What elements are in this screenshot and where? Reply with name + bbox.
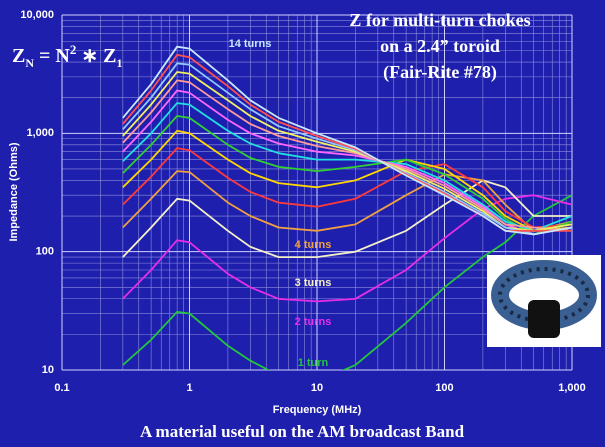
y-axis-label: Impedance (Ohms) <box>8 142 20 241</box>
x-tick-label: 1 <box>186 382 192 394</box>
chart: 0.1 1 10 100 1,000 10 100 1,000 10,000 1 turn 2 tu… <box>0 0 605 447</box>
x-axis-label: Frequency (MHz) <box>273 404 362 416</box>
y-tick-label: 100 <box>36 246 54 258</box>
title-line: Z for multi-turn chokes <box>349 10 530 30</box>
toroid-clamp <box>528 300 560 338</box>
x-tick-label: 100 <box>435 382 453 394</box>
curve-label: 3 turns <box>295 277 332 289</box>
y-tick-label: 10 <box>42 364 54 376</box>
x-tick-label: 10 <box>311 382 323 394</box>
x-tick-label: 1,000 <box>558 382 586 394</box>
curve-label: 4 turns <box>295 239 332 251</box>
formula-part: 1 <box>116 56 122 70</box>
footer: A material useful on the AM broadcast Ba… <box>140 422 465 441</box>
title-line: on a 2.4” toroid <box>380 36 500 56</box>
curve-label: 2 turns <box>295 316 332 328</box>
title-line: (Fair-Rite #78) <box>383 62 497 83</box>
curve-label: 1 turn <box>298 357 329 369</box>
formula-part: ∗ Z <box>76 45 116 67</box>
toroid-photo <box>487 255 601 347</box>
formula-part: = N <box>34 45 70 67</box>
formula-part: Z <box>12 45 25 67</box>
curve-label: 14 turns <box>229 38 272 50</box>
y-tick-label: 10,000 <box>20 9 54 21</box>
formula-part: N <box>25 56 34 70</box>
x-tick-label: 0.1 <box>54 382 69 394</box>
y-tick-label: 1,000 <box>26 127 54 139</box>
